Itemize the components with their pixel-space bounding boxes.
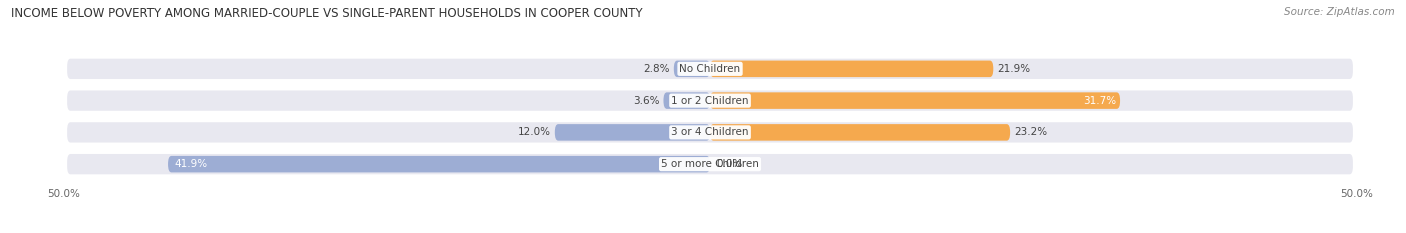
- FancyBboxPatch shape: [555, 124, 710, 141]
- Text: 21.9%: 21.9%: [997, 64, 1031, 74]
- FancyBboxPatch shape: [710, 92, 1121, 109]
- FancyBboxPatch shape: [673, 61, 710, 77]
- FancyBboxPatch shape: [67, 90, 1353, 111]
- Text: 41.9%: 41.9%: [174, 159, 208, 169]
- Text: 23.2%: 23.2%: [1014, 127, 1047, 137]
- Text: INCOME BELOW POVERTY AMONG MARRIED-COUPLE VS SINGLE-PARENT HOUSEHOLDS IN COOPER : INCOME BELOW POVERTY AMONG MARRIED-COUPL…: [11, 7, 643, 20]
- Text: 31.7%: 31.7%: [1083, 96, 1116, 106]
- Text: 3.6%: 3.6%: [633, 96, 659, 106]
- FancyBboxPatch shape: [664, 92, 710, 109]
- Text: 12.0%: 12.0%: [517, 127, 551, 137]
- FancyBboxPatch shape: [710, 124, 1010, 141]
- Text: Source: ZipAtlas.com: Source: ZipAtlas.com: [1284, 7, 1395, 17]
- FancyBboxPatch shape: [67, 59, 1353, 79]
- FancyBboxPatch shape: [169, 156, 710, 172]
- FancyBboxPatch shape: [710, 61, 993, 77]
- Text: 3 or 4 Children: 3 or 4 Children: [671, 127, 749, 137]
- Text: 0.0%: 0.0%: [717, 159, 742, 169]
- FancyBboxPatch shape: [67, 154, 1353, 174]
- Text: No Children: No Children: [679, 64, 741, 74]
- Text: 5 or more Children: 5 or more Children: [661, 159, 759, 169]
- Text: 2.8%: 2.8%: [644, 64, 669, 74]
- FancyBboxPatch shape: [67, 122, 1353, 143]
- Text: 1 or 2 Children: 1 or 2 Children: [671, 96, 749, 106]
